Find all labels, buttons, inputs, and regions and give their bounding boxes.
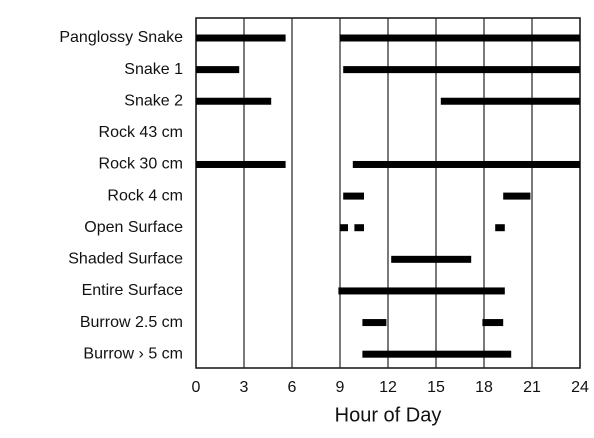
y-tick-label: Entire Surface — [82, 282, 183, 299]
y-tick-label: Rock 4 cm — [107, 187, 183, 204]
range-bar — [196, 34, 286, 42]
x-tick-label: 12 — [379, 379, 397, 396]
range-bar — [352, 160, 580, 168]
range-bar — [503, 192, 531, 200]
y-tick-label: Snake 2 — [124, 92, 183, 109]
range-bar — [340, 224, 348, 232]
range-bar — [440, 97, 580, 105]
x-tick-label: 6 — [288, 379, 297, 396]
range-bar — [482, 319, 504, 327]
y-tick-label: Snake 1 — [124, 61, 183, 78]
x-tick-label: 0 — [192, 379, 201, 396]
x-tick-label: 9 — [336, 379, 345, 396]
range-bar — [362, 350, 512, 358]
range-bar — [340, 34, 580, 42]
y-tick-label: Rock 43 cm — [99, 124, 183, 141]
range-bar — [343, 192, 364, 200]
y-tick-label: Open Surface — [84, 219, 183, 236]
y-tick-label: Burrow › 5 cm — [83, 345, 183, 362]
range-bar — [196, 97, 272, 105]
x-tick-label: 24 — [571, 379, 589, 396]
range-bar — [362, 319, 387, 327]
range-bar — [343, 66, 580, 74]
x-tick-label: 15 — [427, 379, 445, 396]
x-tick-label: 21 — [523, 379, 541, 396]
y-tick-label: Rock 30 cm — [99, 156, 183, 173]
range-bar — [338, 287, 505, 295]
range-bar — [196, 66, 240, 74]
x-tick-label: 18 — [475, 379, 493, 396]
y-tick-label: Panglossy Snake — [59, 29, 183, 46]
range-bar — [391, 255, 472, 263]
y-tick-label: Burrow 2.5 cm — [80, 314, 183, 331]
y-tick-label: Shaded Surface — [68, 251, 183, 268]
x-tick-label: 3 — [240, 379, 249, 396]
range-bar — [354, 224, 364, 232]
x-axis-label: Hour of Day — [335, 404, 442, 426]
range-bar — [495, 224, 505, 232]
range-bar — [196, 160, 286, 168]
